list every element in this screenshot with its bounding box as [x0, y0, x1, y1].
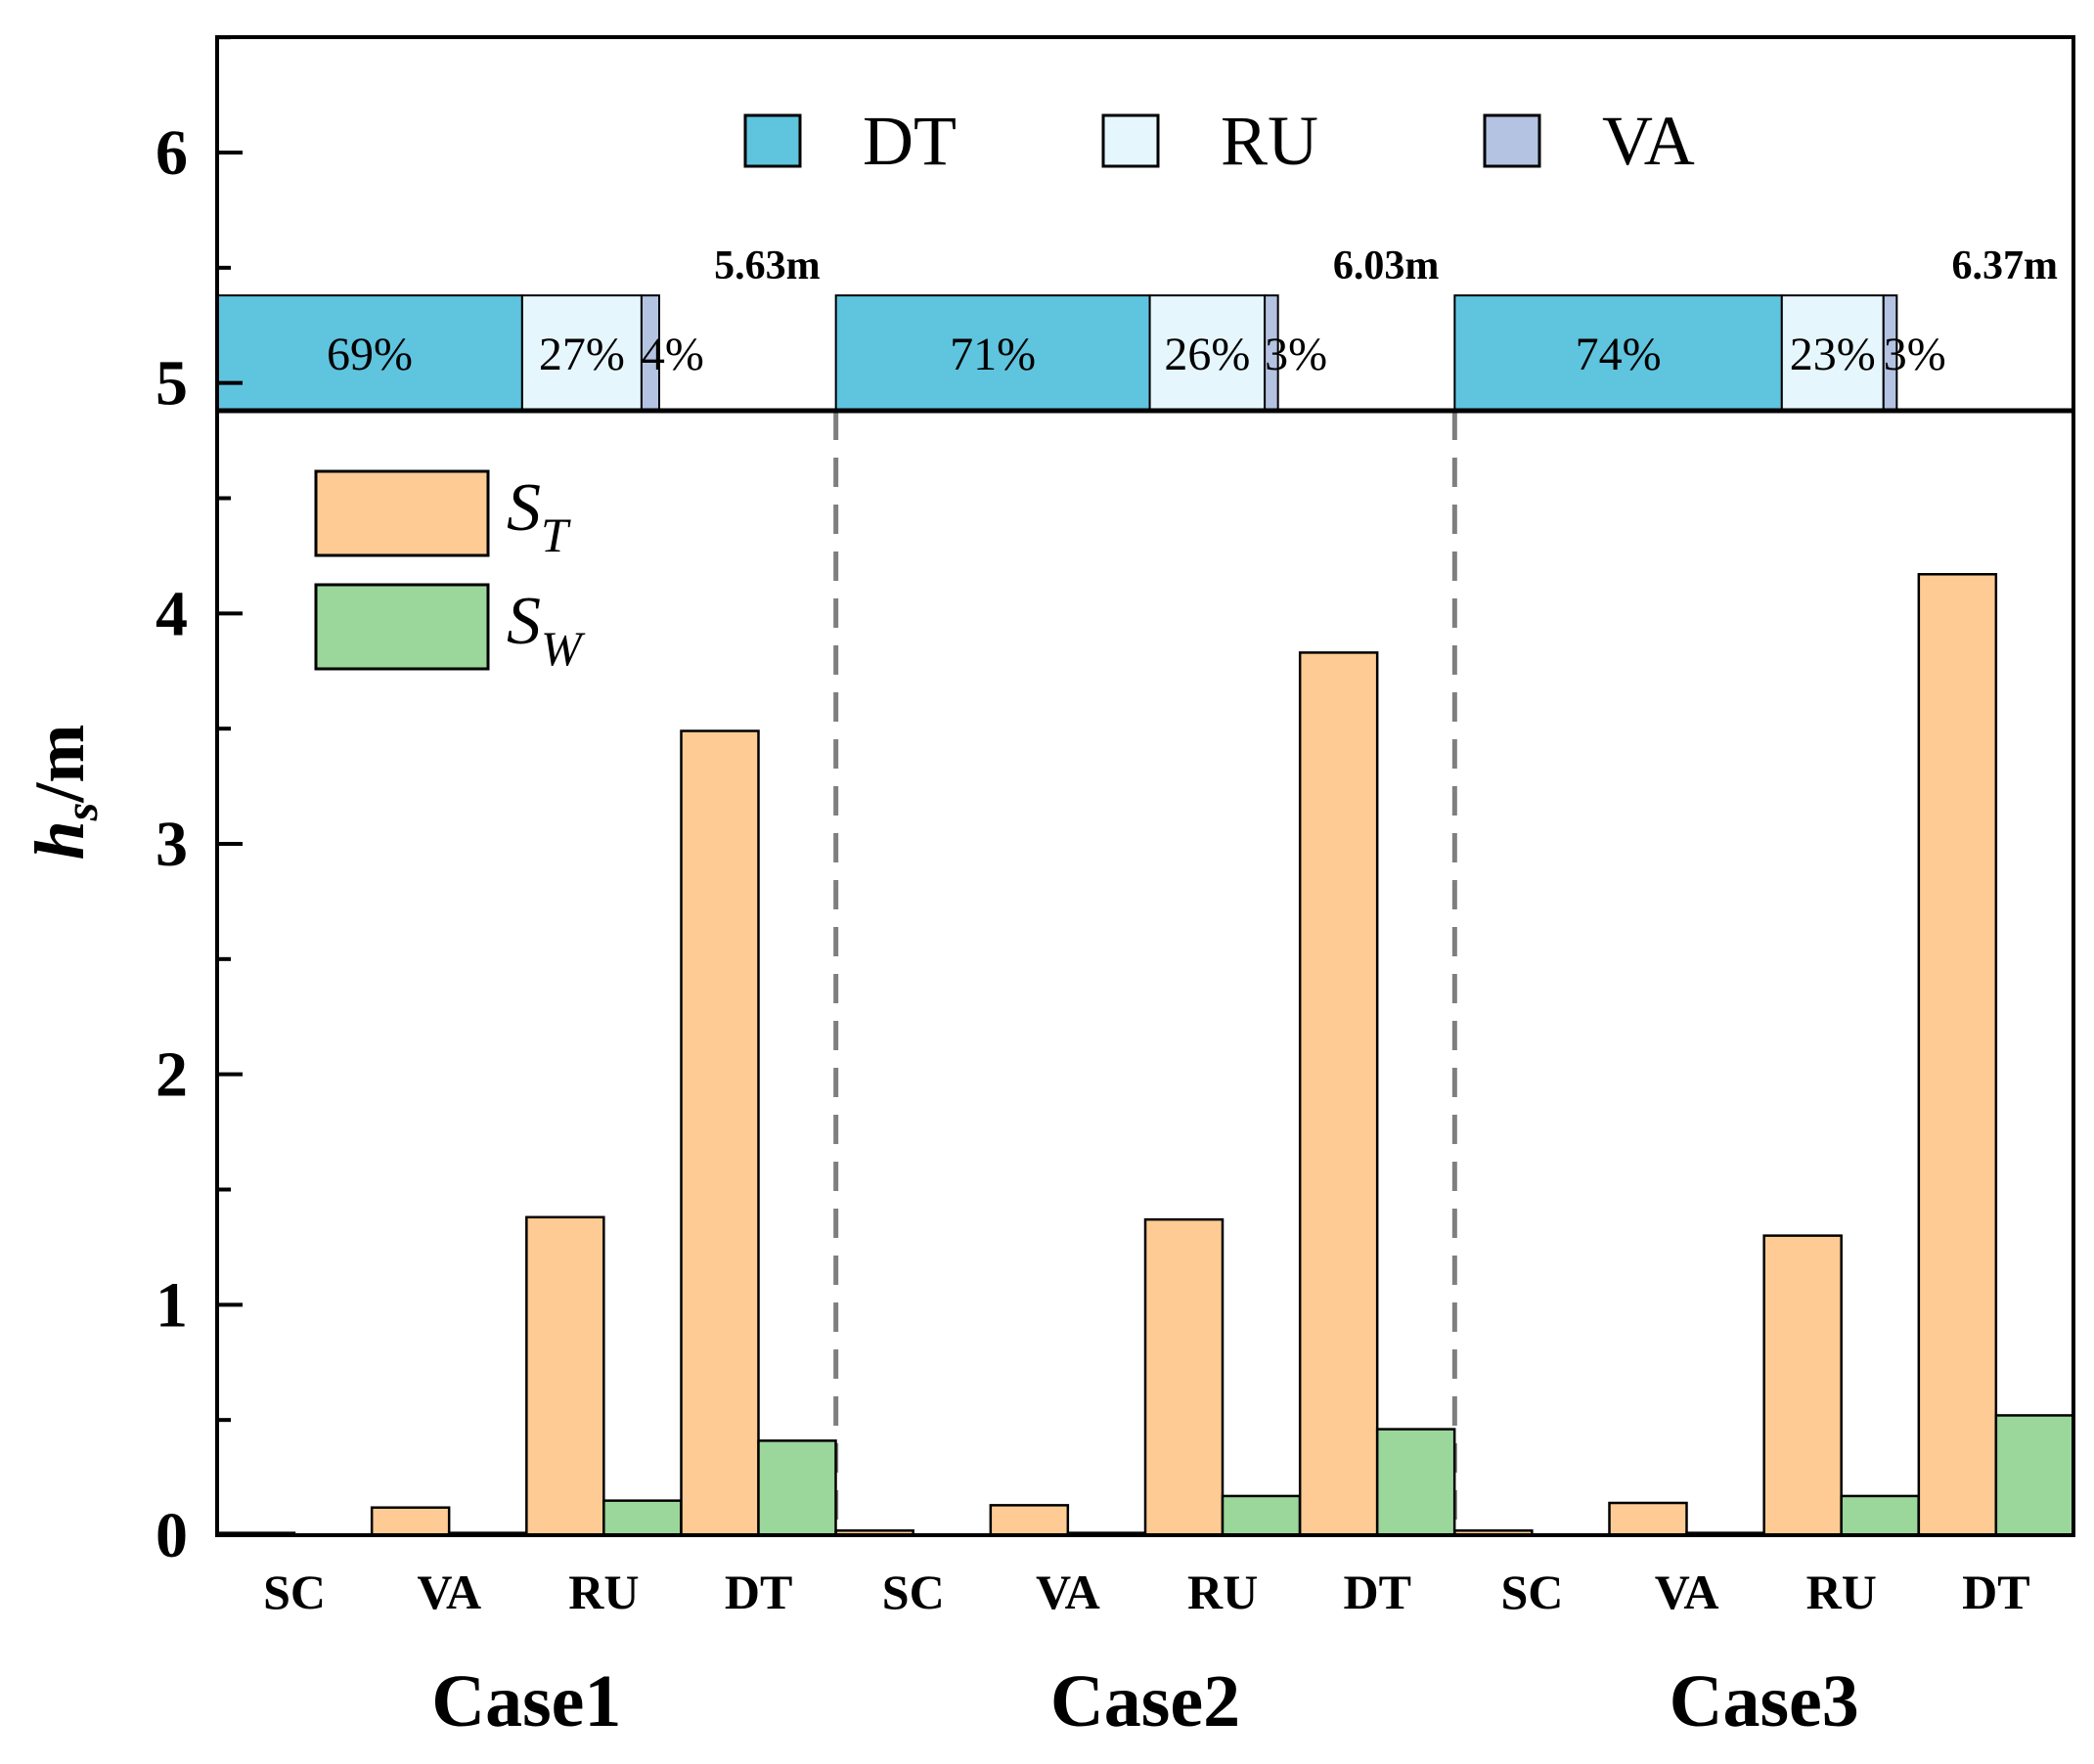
category-label: VA: [1655, 1565, 1719, 1619]
bar-st-case2-dt: [1298, 651, 1379, 1537]
share-segment-case3-dt: [1453, 294, 1783, 412]
y-tick-label: 1: [156, 1269, 188, 1341]
bar-st-case2-ru: [1143, 1217, 1225, 1537]
y-axis-title-unit: /m: [21, 725, 99, 804]
bar-st-case3-ru: [1762, 1234, 1843, 1537]
legend-swatch-va: [1483, 113, 1541, 168]
bar-st-case1-dt: [680, 729, 760, 1537]
bar-st-case3-va: [1608, 1501, 1688, 1537]
category-label: DT: [725, 1565, 792, 1619]
legend-label-main: S: [507, 584, 541, 659]
bar-sw-case1-ru: [602, 1499, 683, 1537]
category-label: SC: [1500, 1565, 1563, 1619]
y-tick-label: 0: [156, 1500, 188, 1571]
case-label: Case2: [1050, 1660, 1240, 1742]
y-tick-label: 3: [156, 809, 188, 880]
case-label: Case1: [431, 1660, 621, 1742]
share-percent-label: 23%: [1790, 329, 1876, 380]
bar-sw-case2-ru: [1221, 1494, 1302, 1537]
bar-sw-case3-dt: [1994, 1414, 2075, 1537]
total-height-label: 5.63m: [714, 243, 821, 288]
bar-layer: [215, 573, 2075, 1537]
legend-label-sub: W: [541, 621, 586, 676]
case-label: Case3: [1670, 1660, 1859, 1742]
y-tick-label: 5: [156, 348, 188, 419]
bar-st-case3-dt: [1917, 573, 1998, 1537]
category-label: VA: [417, 1565, 481, 1619]
bar-st-case2-va: [989, 1504, 1070, 1537]
share-segment-case2-dt: [834, 294, 1151, 412]
bar-st-case1-ru: [525, 1215, 605, 1537]
legend-swatch-dt: [743, 113, 802, 168]
share-percent-label: 3%: [1265, 329, 1327, 380]
y-tick-label: 2: [156, 1039, 188, 1111]
bar-sw-case2-dt: [1375, 1428, 1456, 1537]
total-height-label: 6.03m: [1333, 243, 1440, 288]
legend-label-sub: T: [541, 507, 571, 562]
category-label: VA: [1036, 1565, 1100, 1619]
legend-label-ru: RU: [1221, 102, 1318, 180]
legend-label-main: S: [507, 470, 541, 546]
bar-sw-case1-dt: [757, 1439, 837, 1537]
axes-layer: SC VA RU DT Case1 SC VA RU DT Case2 SC VA RU DT Case3 0…: [156, 35, 2075, 1742]
share-segment-case2-ru: [1148, 294, 1267, 412]
share-percent-label: 27%: [539, 329, 625, 380]
share-percent-label: 3%: [1884, 329, 1946, 380]
y-axis-title-main: h: [21, 820, 99, 860]
legend-label-dt: DT: [863, 102, 957, 180]
share-percent-label: 4%: [642, 329, 704, 380]
y-axis-title: hs/m: [21, 725, 108, 860]
category-label: DT: [1962, 1565, 2029, 1619]
y-axis-title-sub: s: [56, 803, 108, 822]
category-label: SC: [263, 1565, 326, 1619]
share-percent-label: 69%: [327, 329, 413, 380]
total-height-label: 6.37m: [1952, 243, 2059, 288]
category-label: RU: [568, 1565, 639, 1619]
category-label: DT: [1344, 1565, 1411, 1619]
legend-swatch-s_t: [314, 469, 490, 557]
legend-label-va: VA: [1602, 102, 1695, 180]
y-tick-label: 4: [156, 578, 188, 649]
category-label: RU: [1187, 1565, 1258, 1619]
plot-frame: [215, 35, 2075, 1537]
category-label: SC: [882, 1565, 945, 1619]
category-label: RU: [1806, 1565, 1877, 1619]
legend-label-s_t: ST: [507, 470, 571, 562]
share-percent-label: 71%: [950, 329, 1036, 380]
y-tick-label: 6: [156, 117, 188, 189]
share-percent-label: 26%: [1164, 329, 1250, 380]
share-percent-label: 74%: [1576, 329, 1662, 380]
legend-swatch-s_w: [314, 583, 490, 671]
bar-st-case1-va: [370, 1506, 451, 1537]
legend-swatch-ru: [1101, 113, 1160, 168]
legend-label-s_w: SW: [507, 584, 586, 676]
bar-sw-case3-ru: [1840, 1494, 1920, 1537]
